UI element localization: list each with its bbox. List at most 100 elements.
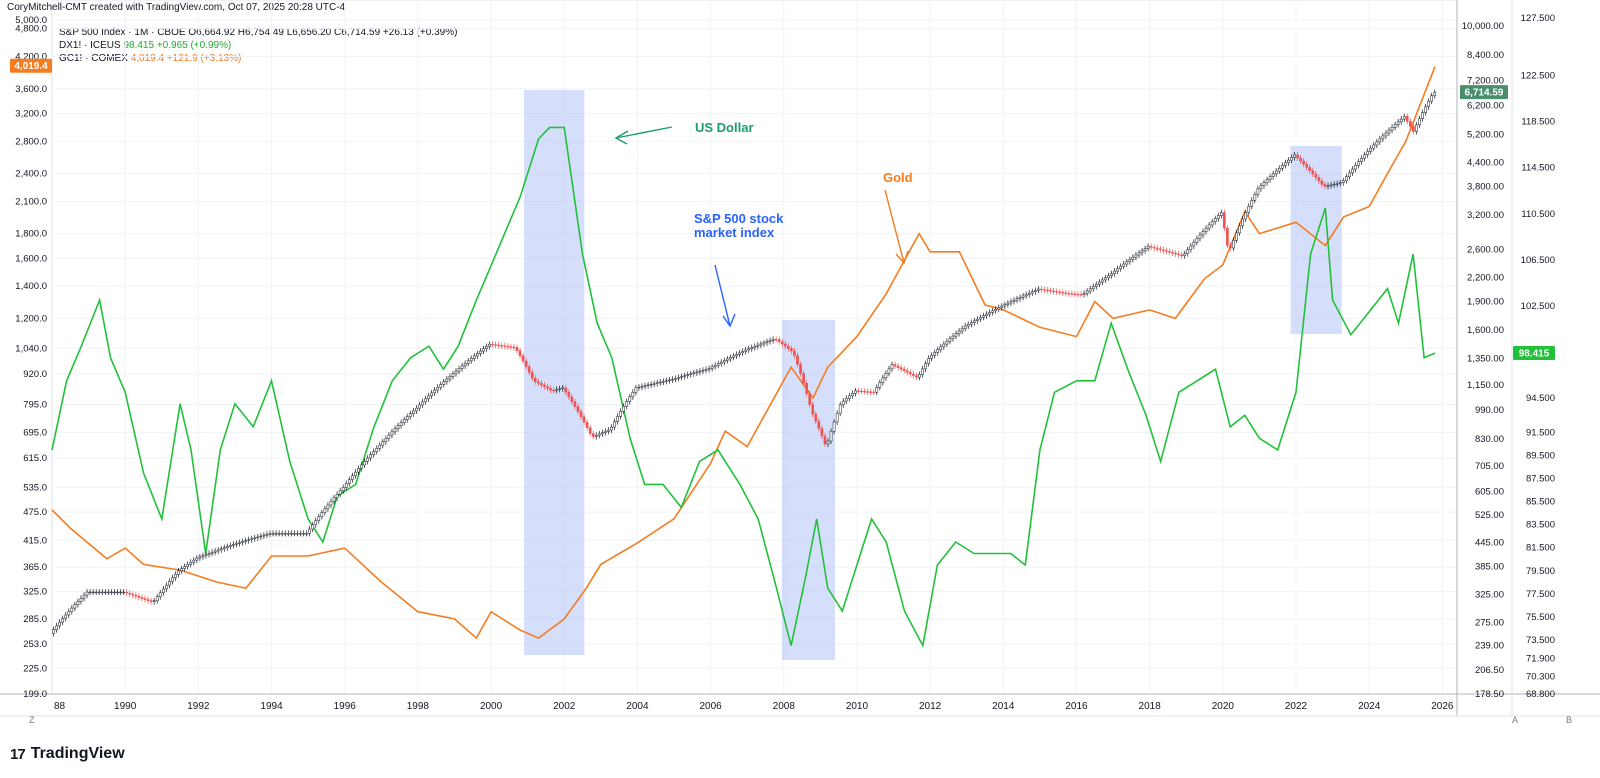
sp500-candle [1216,215,1220,219]
sp500-candle [421,401,424,406]
sp500-tick-label: 8,400.00 [1467,50,1504,61]
sp500-candle [1192,241,1196,247]
left-tick-label: 5,000.0 [15,15,47,26]
sp500-candle [1018,297,1022,299]
sp500-candle [530,372,534,379]
left-tick-label: 365.0 [23,562,47,573]
legend-symbol: S&P 500 Index · 1M · CBOE [59,27,186,38]
legend-row-dxy[interactable]: DX1! · ICEUS 98.415 +0.965 (+0.99%) [59,40,231,51]
sp500-candle [171,577,174,582]
sp500-candle [680,376,683,378]
sp500-candle [1430,95,1434,102]
sp500-candle [500,345,504,347]
sp500-candle [91,591,95,594]
timezone-button[interactable]: Z [29,715,35,725]
dxy-tick-label: 89.500 [1526,451,1555,462]
scale-mode-button[interactable]: B [1566,715,1573,725]
sp500-candle [1427,100,1430,108]
sp500-candle [683,375,686,377]
sp500-candle [488,343,491,347]
sp500-candle [198,556,202,559]
left-tick-label: 325.0 [23,586,47,597]
sp500-candle [445,378,449,382]
sp500-candle [415,407,418,412]
sp500-candle [1149,246,1153,248]
sp500-candle [405,416,409,420]
sp500-candle [457,368,461,372]
sp500-tick-label: 1,900.00 [1467,297,1504,308]
sp500-candle [1323,184,1327,187]
sp500-candle [738,352,741,355]
sp500-candle [168,581,171,586]
shaded-periods [523,90,1342,660]
sp500-candle [347,479,351,484]
sp500-candle [1033,290,1037,292]
x-tick-label: 1998 [407,701,430,712]
sp500-candle [344,483,348,488]
sp500-candle [451,373,455,377]
legend-row-sp500[interactable]: S&P 500 Index · 1M · CBOE O6,664.92 H6,7… [59,27,457,38]
sp500-candle [527,366,531,373]
sp500-candle [497,344,501,347]
annotation-arrows [614,126,909,328]
sp500-candle [936,349,940,353]
sp500-candle [1393,124,1397,128]
sp500-candle [838,404,842,414]
sp500-candle [905,370,909,373]
x-tick-label: 1990 [114,701,137,712]
tradingview-footer[interactable]: 17 TradingView [10,745,125,763]
left-tick-label: 3,600.0 [15,84,47,95]
x-tick-label: 2014 [992,701,1015,712]
sp500-candle [1329,184,1333,186]
sp500-candle [555,389,558,391]
sp500-tick-label: 1,150.00 [1467,380,1504,391]
sp500-candle [1271,173,1275,177]
sp500-candle [204,554,208,556]
sp500-candle [1223,212,1226,229]
dxy-last-value: 98.415 [1513,345,1555,360]
sp500-candle [113,591,116,594]
sp500-candle [104,591,107,594]
sp500-candle [826,440,830,445]
sp500-candle [1134,254,1138,258]
sp500-candle [1094,284,1098,287]
sp500-candle [1390,127,1394,131]
sp500-candle [1210,221,1214,226]
sp500-candle [454,370,458,375]
sp500-candle [235,543,238,545]
sp500-candle [832,421,836,432]
tradingview-brand: TradingView [30,745,125,762]
sp500-candle [433,389,436,394]
sp500-candle [1360,157,1363,163]
sp500-candle [1219,212,1223,216]
sp500-candle [1250,200,1254,207]
sp500-candle [704,369,708,371]
sp500-candle [579,411,583,418]
sp500-candle [701,369,705,372]
sp500-candle [793,350,796,356]
sp500-candle [265,534,269,536]
sp500-candle [878,382,882,388]
sp500-candle [771,339,775,341]
sp500-candle [1101,279,1104,283]
sp500-candle [692,372,696,375]
legend-row-gold[interactable]: GC1! · COMEX 4,019.4 +121.9 (+3.13%) [59,53,241,64]
dxy-tick-label: 118.500 [1521,117,1555,128]
auto-scale-button[interactable]: A [1512,715,1519,725]
sp500-candle [939,346,943,350]
sp500-candle [823,435,827,445]
left-tick-label: 1,800.0 [15,229,47,240]
dxy-tick-label: 81.500 [1526,543,1555,554]
sp500-candle [1040,288,1043,291]
sp500-candle [1009,301,1013,304]
sp500-candle [427,395,430,400]
sp500-candle [70,607,74,612]
sp500-candle [58,621,61,627]
x-tick-label: 88 [54,701,66,712]
sp500-candle [320,512,324,517]
sp500-candle [1137,252,1141,256]
sp500-candle [1177,253,1180,256]
sp500-candle [787,345,790,349]
sp500-candle [1308,167,1312,171]
